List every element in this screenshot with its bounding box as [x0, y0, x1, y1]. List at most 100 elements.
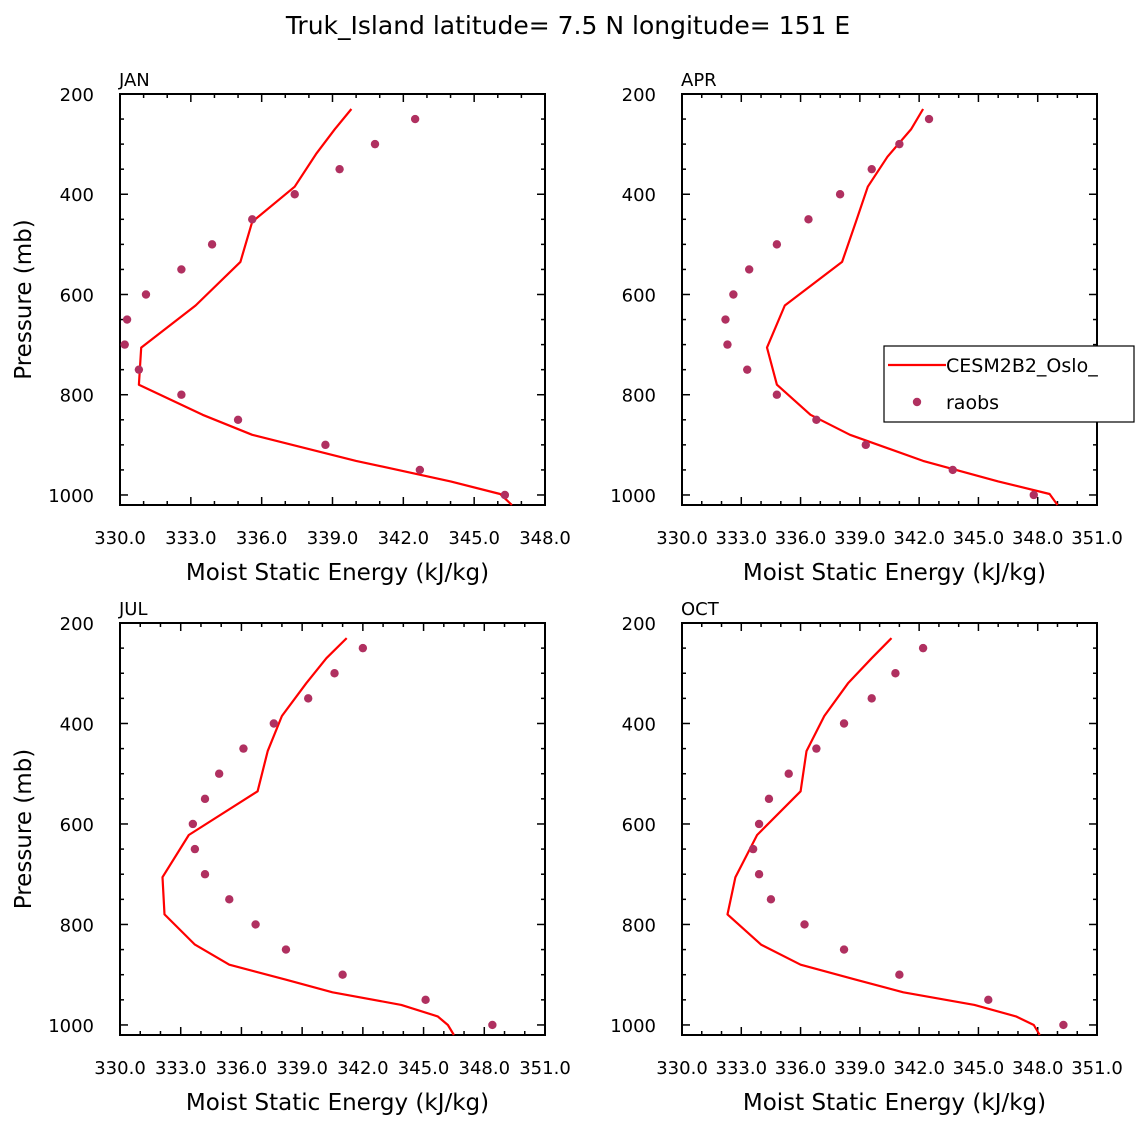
y-tick-label: 400	[622, 714, 656, 735]
y-tick-label: 600	[60, 285, 94, 306]
x-tick-label: 333.0	[155, 1058, 207, 1079]
y-tick-label: 400	[60, 714, 94, 735]
raobs-point	[225, 895, 234, 904]
legend-obs-swatch	[912, 397, 922, 407]
raobs-point	[415, 465, 425, 475]
y-tick-label: 600	[622, 815, 656, 836]
x-tick-label: 348.0	[1012, 1058, 1064, 1079]
raobs-point	[188, 819, 198, 829]
raobs-point	[1059, 1020, 1068, 1030]
raobs-point	[335, 164, 344, 174]
raobs-point	[370, 139, 380, 149]
raobs-point	[924, 114, 934, 124]
x-axis-label: Moist Static Energy (kJ/kg)	[743, 1090, 1046, 1116]
raobs-point	[421, 995, 430, 1005]
plot-frame	[119, 622, 546, 1036]
figure-title: Truk_Island latitude= 7.5 N longitude= 1…	[285, 11, 850, 40]
y-tick-label: 200	[60, 85, 94, 106]
y-tick-label: 800	[622, 386, 656, 407]
raobs-point	[141, 290, 151, 299]
raobs-point	[754, 870, 764, 879]
raobs-point	[839, 719, 849, 728]
x-tick-label: 339.0	[276, 1058, 328, 1079]
panel-jul: JUL 330.0 333.0 336.0 339.0 342.0 345.0 348.0 35…	[11, 599, 571, 1116]
y-tick-label: 400	[622, 185, 656, 206]
y-tick-label: 1000	[48, 486, 94, 507]
panel-apr: APR 330.0 333.0 336.0 339.0 342.0 345.0 348.0 35…	[610, 70, 1135, 586]
raobs-point	[269, 719, 279, 728]
y-tick-label: 600	[60, 815, 94, 836]
y-tick-label: 1000	[610, 486, 656, 507]
raobs-point	[800, 920, 809, 929]
raobs-point	[867, 164, 876, 174]
raobs-point	[233, 415, 243, 424]
x-tick-label: 348.0	[519, 528, 571, 549]
y-axis-label: Pressure (mb)	[11, 749, 37, 909]
raobs-point	[281, 945, 291, 954]
x-tick-label: 345.0	[953, 528, 1005, 549]
raobs-point	[743, 365, 752, 374]
x-tick-label: 342.0	[893, 528, 945, 549]
raobs-point	[835, 190, 845, 199]
raobs-point	[177, 390, 186, 399]
raobs-point	[248, 215, 257, 224]
raobs-point	[304, 694, 313, 703]
x-tick-label: 339.0	[834, 528, 886, 549]
raobs-point	[891, 669, 900, 678]
x-tick-label: 348.0	[459, 1058, 511, 1079]
raobs-point	[948, 465, 957, 475]
x-tick-label: 333.0	[716, 1058, 768, 1079]
raobs-point	[338, 970, 347, 979]
x-axis-label: Moist Static Energy (kJ/kg)	[743, 560, 1046, 586]
model-series-line	[137, 108, 513, 506]
raobs-point	[207, 240, 217, 249]
x-tick-label: 345.0	[953, 1058, 1005, 1079]
x-axis-label: Moist Static Energy (kJ/kg)	[186, 1090, 489, 1116]
panels: JAN 330.0 333.0 336.0 339.0 342.0 345.0 348.0 20…	[11, 70, 1135, 1116]
x-tick-label: 336.0	[775, 1058, 827, 1079]
x-tick-label: 348.0	[1012, 528, 1064, 549]
raobs-point	[804, 215, 813, 224]
raobs-point	[488, 1020, 497, 1030]
legend: CESM2B2_Oslo_raobs	[883, 345, 1135, 423]
x-tick-label: 342.0	[378, 528, 430, 549]
x-tick-label: 333.0	[165, 528, 217, 549]
x-tick-label: 336.0	[236, 528, 288, 549]
model-series-line	[765, 108, 1059, 506]
y-tick-label: 200	[622, 85, 656, 106]
raobs-point	[984, 995, 993, 1005]
raobs-point	[290, 190, 299, 199]
y-tick-label: 400	[60, 185, 94, 206]
raobs-point	[251, 920, 260, 929]
raobs-point	[772, 390, 782, 399]
raobs-point	[754, 819, 764, 829]
raobs-point	[861, 440, 870, 450]
x-tick-label: 351.0	[519, 1058, 571, 1079]
panel-label: JUL	[118, 599, 148, 620]
y-tick-label: 200	[60, 614, 94, 635]
raobs-point	[895, 970, 904, 979]
raobs-point	[812, 415, 821, 424]
x-tick-label: 339.0	[307, 528, 359, 549]
model-series-line	[726, 637, 1041, 1036]
panel-label: JAN	[118, 70, 150, 91]
panel-jan: JAN 330.0 333.0 336.0 339.0 342.0 345.0 348.0 20…	[11, 70, 571, 586]
plot-frame	[681, 93, 1098, 506]
raobs-point	[122, 315, 132, 324]
y-tick-label: 800	[60, 915, 94, 936]
raobs-point	[721, 315, 730, 324]
raobs-point	[729, 290, 738, 299]
raobs-point	[239, 744, 248, 753]
x-tick-label: 339.0	[834, 1058, 886, 1079]
y-tick-label: 200	[622, 614, 656, 635]
raobs-point	[766, 895, 776, 904]
raobs-point	[190, 844, 200, 854]
model-series-line	[161, 637, 455, 1036]
x-tick-label: 336.0	[216, 1058, 268, 1079]
x-tick-label: 330.0	[94, 1058, 146, 1079]
x-tick-label: 342.0	[893, 1058, 945, 1079]
plot-frame	[681, 622, 1098, 1036]
x-tick-label: 336.0	[775, 528, 827, 549]
legend-obs-label: raobs	[946, 392, 999, 414]
raobs-point	[410, 114, 420, 124]
